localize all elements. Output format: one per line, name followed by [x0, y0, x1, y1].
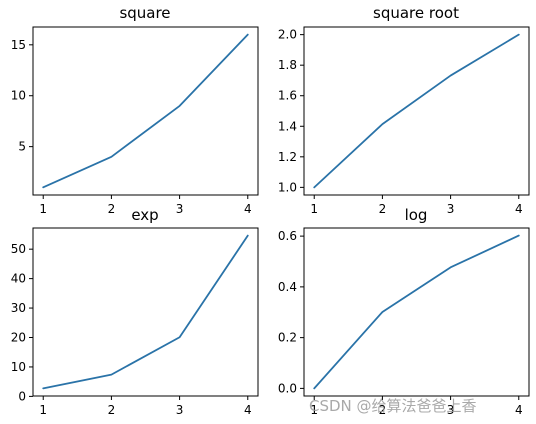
- x-tick-label: 3: [447, 202, 455, 216]
- y-tick-label: 0.0: [278, 381, 297, 395]
- axes-frame: [32, 227, 259, 397]
- x-tick-label: 3: [176, 202, 184, 216]
- subplot-title: square root: [373, 4, 459, 22]
- y-tick-label: 0: [18, 389, 26, 403]
- y-tick-label: 0.2: [278, 331, 297, 345]
- y-tick-label: 1.0: [278, 180, 297, 194]
- y-tick-label: 30: [11, 301, 26, 315]
- x-tick-label: 1: [39, 202, 47, 216]
- series-line: [313, 33, 520, 189]
- x-tick-label: 1: [39, 403, 47, 417]
- y-tick-label: 0.6: [278, 229, 297, 243]
- axes-frame: [32, 26, 259, 196]
- axes-frame: [303, 26, 530, 196]
- y-tick-label: 20: [11, 330, 26, 344]
- y-tick-label: 50: [11, 242, 26, 256]
- x-tick-label: 4: [244, 403, 252, 417]
- x-tick-label: 4: [515, 403, 523, 417]
- x-tick-label: 2: [108, 202, 116, 216]
- x-tick-label: 2: [108, 403, 116, 417]
- y-tick-label: 2.0: [278, 28, 297, 42]
- y-tick-label: 5: [18, 140, 26, 154]
- y-tick-label: 1.8: [278, 58, 297, 72]
- series-line: [42, 33, 249, 189]
- y-tick-label: 0.4: [278, 280, 297, 294]
- y-tick-label: 15: [11, 38, 26, 52]
- x-tick-label: 4: [244, 202, 252, 216]
- subplot-title: square: [119, 4, 170, 22]
- subplot-title: log: [405, 206, 428, 224]
- x-tick-label: 3: [447, 403, 455, 417]
- x-tick-label: 3: [176, 403, 184, 417]
- y-tick-label: 10: [11, 360, 26, 374]
- y-tick-label: 1.2: [278, 150, 297, 164]
- y-tick-label: 10: [11, 89, 26, 103]
- subplot-square-root: square root 1 2 3 4 1.0 1.2 1.4 1.6 1.8 2.0: [278, 4, 530, 216]
- x-tick-label: 4: [515, 202, 523, 216]
- watermark-text: CSDN @给算法爸爸上香: [309, 397, 477, 415]
- series-line: [42, 234, 249, 390]
- series-line: [313, 234, 520, 390]
- axes-frame: [303, 227, 530, 397]
- x-tick-label: 2: [379, 403, 387, 417]
- y-tick-label: 1.6: [278, 89, 297, 103]
- x-tick-label: 1: [310, 403, 318, 417]
- subplot-square: square 1 2 3 4 5 10 15: [11, 4, 259, 216]
- x-tick-label: 2: [379, 202, 387, 216]
- subplot-title: exp: [131, 206, 158, 224]
- y-tick-label: 1.4: [278, 119, 297, 133]
- subplot-log: log 1 2 3 4 0.0 0.2 0.4 0.6: [278, 206, 530, 417]
- y-tick-label: 40: [11, 272, 26, 286]
- x-tick-label: 1: [310, 202, 318, 216]
